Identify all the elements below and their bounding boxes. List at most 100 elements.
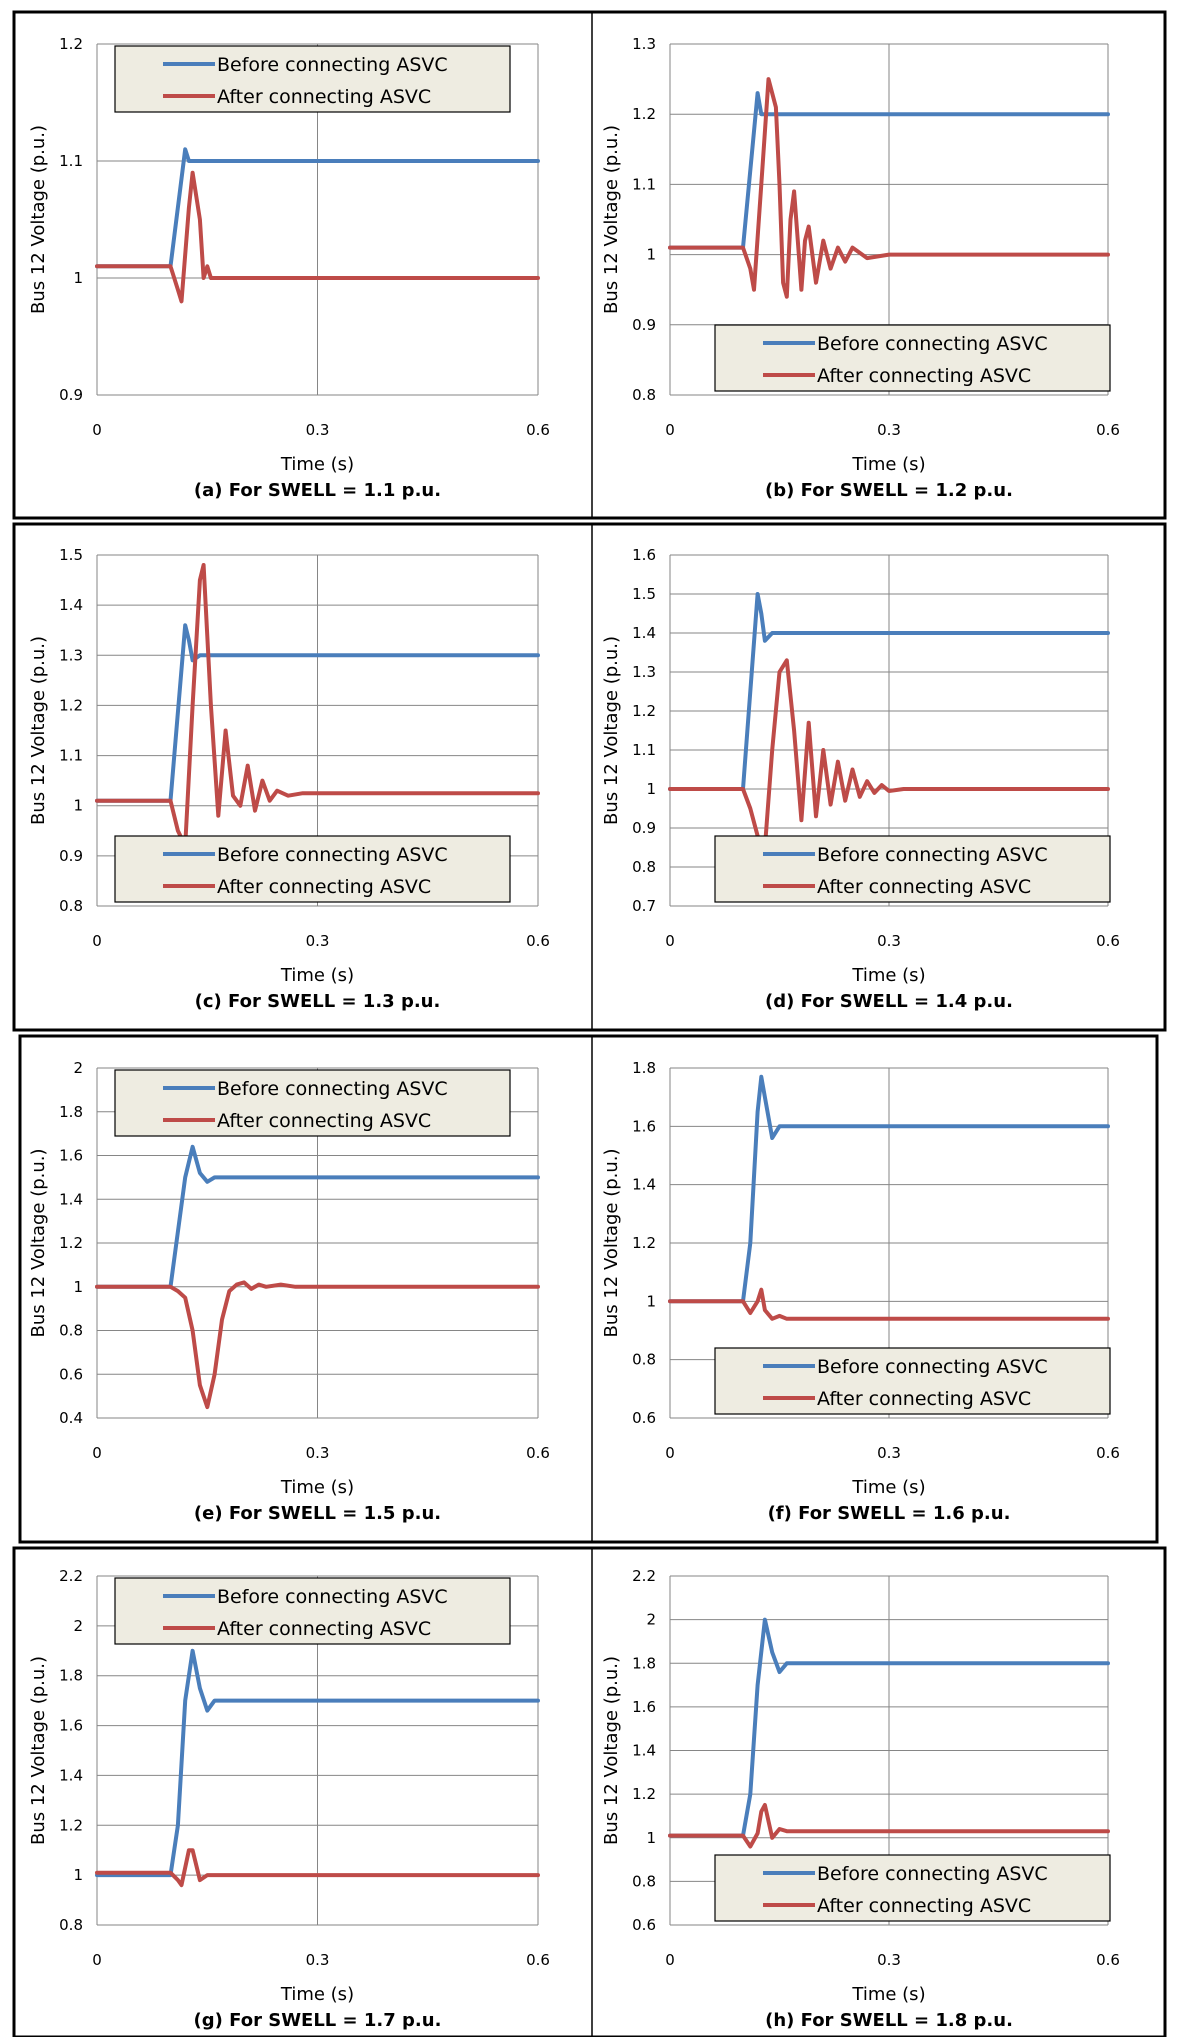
y-tick-label: 1.1: [59, 747, 83, 765]
series-after-line: [95, 170, 540, 304]
legend-label: Before connecting ASVC: [217, 844, 448, 866]
x-tick-label: 0: [92, 1444, 102, 1462]
legend-box: [114, 1577, 511, 1645]
x-axis-title: Time (s): [280, 1984, 354, 2005]
y-tick-label: 1.2: [59, 1234, 83, 1252]
y-tick-label: 1.4: [59, 596, 83, 614]
y-tick-label: 0.9: [59, 386, 83, 404]
x-tick-label: 0.6: [1096, 1951, 1120, 1969]
y-axis-title: Bus 12 Voltage (p.u.): [601, 1148, 622, 1337]
legend-box: [714, 1347, 1111, 1415]
x-tick-label: 0: [92, 1951, 102, 1969]
y-axis-title: Bus 12 Voltage (p.u.): [601, 125, 622, 314]
legend-label: After connecting ASVC: [217, 1618, 431, 1640]
y-tick-label: 1.8: [632, 1654, 656, 1672]
panel-caption: (c) For SWELL = 1.3 p.u.: [195, 991, 441, 1012]
y-tick-label: 1.4: [632, 1176, 656, 1194]
y-tick-label: 1.2: [59, 696, 83, 714]
y-tick-label: 1: [646, 246, 656, 264]
x-axis-title: Time (s): [851, 965, 925, 986]
x-tick-label: 0.3: [877, 1444, 901, 1462]
x-tick-label: 0.3: [877, 932, 901, 950]
legend: Before connecting ASVC After connecting A…: [714, 324, 1111, 392]
chart-panel-b: 0.8 0.9 1 1.1 1.2 1.3 0 0.3 0.6 Bus 12 Voltage (p…: [601, 35, 1120, 501]
y-tick-label: 1.4: [632, 624, 656, 642]
legend-label: Before connecting ASVC: [217, 54, 448, 76]
y-tick-label: 1.2: [632, 105, 656, 123]
y-tick-label: 1: [73, 269, 83, 287]
legend-box: [714, 324, 1111, 392]
y-tick-label: 1.3: [59, 646, 83, 664]
series-after-line: [668, 1287, 1110, 1321]
legend-box: [714, 1854, 1111, 1922]
series-before-line: [668, 592, 1110, 791]
y-tick-label: 1.8: [59, 1667, 83, 1685]
y-tick-label: 1: [73, 1866, 83, 1884]
series-after-line: [668, 1803, 1110, 1849]
x-tick-label: 0.6: [1096, 1444, 1120, 1462]
y-tick-label: 1.2: [59, 1816, 83, 1834]
series-before-line: [95, 623, 540, 803]
x-tick-label: 0.6: [1096, 932, 1120, 950]
x-axis-title: Time (s): [280, 1477, 354, 1498]
y-axis-title: Bus 12 Voltage (p.u.): [28, 636, 49, 825]
legend-label: After connecting ASVC: [817, 365, 1031, 387]
y-axis-title: Bus 12 Voltage (p.u.): [28, 1148, 49, 1337]
chart-panel-e: 0.4 0.6 0.8 1 1.2 1.4 1.6 1.8 2 0 0.3 0.6 Bus 12 Vol…: [28, 1059, 550, 1524]
row-frame-2: [12, 522, 1167, 1032]
series-after-line: [95, 1280, 540, 1410]
y-tick-label: 1.5: [632, 585, 656, 603]
y-tick-label: 1.2: [632, 1234, 656, 1252]
y-axis-title: Bus 12 Voltage (p.u.): [601, 1656, 622, 1845]
x-axis-title: Time (s): [280, 454, 354, 475]
series-before-line: [95, 1144, 540, 1289]
y-tick-label: 0.9: [59, 847, 83, 865]
y-tick-label: 2: [73, 1617, 83, 1635]
series-before-line: [668, 1617, 1110, 1838]
y-tick-label: 0.8: [632, 1872, 656, 1890]
y-tick-label: 1.2: [632, 1785, 656, 1803]
series-after-line: [668, 77, 1110, 299]
row-frame-3: [18, 1034, 1159, 1544]
y-tick-label: 1.1: [632, 175, 656, 193]
y-tick-label: 1.3: [632, 35, 656, 53]
y-axis-title: Bus 12 Voltage (p.u.): [28, 125, 49, 314]
panel-caption: (b) For SWELL = 1.2 p.u.: [765, 480, 1013, 501]
legend-box: [714, 835, 1111, 903]
chart-panel-a: 0.9 1 1.1 1.2 0 0.3 0.6 Bus 12 Voltage (p.u.) Ti…: [28, 35, 550, 501]
y-tick-label: 0.9: [632, 316, 656, 334]
chart-panel-g: 0.8 1 1.2 1.4 1.6 1.8 2 2.2 0 0.3 0.6 Bus 12 Voltag…: [28, 1567, 550, 2031]
row-frame-1: [12, 10, 1167, 520]
y-tick-label: 2.2: [632, 1567, 656, 1585]
legend-label: After connecting ASVC: [217, 876, 431, 898]
legend-label: Before connecting ASVC: [817, 333, 1048, 355]
y-tick-label: 0.8: [59, 1322, 83, 1340]
legend-label: Before connecting ASVC: [817, 1356, 1048, 1378]
chart-panel-h: 0.6 0.8 1 1.2 1.4 1.6 1.8 2 2.2 0 0.3 0.6 Bus 12 Vol…: [601, 1567, 1120, 2031]
legend: Before connecting ASVC After connecting A…: [114, 45, 511, 113]
y-axis-title: Bus 12 Voltage (p.u.): [601, 636, 622, 825]
y-tick-label: 1: [73, 797, 83, 815]
legend: Before connecting ASVC After connecting A…: [114, 1577, 511, 1645]
y-tick-label: 1.8: [632, 1059, 656, 1077]
y-tick-label: 2: [73, 1059, 83, 1077]
legend-label: Before connecting ASVC: [817, 844, 1048, 866]
y-tick-label: 1.2: [632, 702, 656, 720]
legend-label: After connecting ASVC: [817, 876, 1031, 898]
y-tick-label: 2.2: [59, 1567, 83, 1585]
chart-panel-d: 0.7 0.8 0.9 1 1.1 1.2 1.3 1.4 1.5 1.6 0 0.3 0.6 Bus 1…: [601, 546, 1120, 1012]
panel-caption: (f) For SWELL = 1.6 p.u.: [768, 1503, 1011, 1524]
y-tick-label: 0.8: [59, 897, 83, 915]
y-tick-label: 1.5: [59, 546, 83, 564]
series-after-line: [95, 1848, 540, 1888]
y-tick-label: 1.6: [59, 1147, 83, 1165]
series-after-line: [95, 563, 540, 848]
series-before-line: [95, 1648, 540, 1878]
legend: Before connecting ASVC After connecting A…: [714, 1347, 1111, 1415]
x-tick-label: 0: [665, 1951, 675, 1969]
x-tick-label: 0.6: [526, 1444, 550, 1462]
y-tick-label: 0.8: [59, 1916, 83, 1934]
legend-label: Before connecting ASVC: [817, 1863, 1048, 1885]
chart-panel-f: 0.6 0.8 1 1.2 1.4 1.6 1.8 0 0.3 0.6 Bus 12 Voltage…: [601, 1059, 1120, 1524]
legend: Before connecting ASVC After connecting A…: [114, 1069, 511, 1137]
